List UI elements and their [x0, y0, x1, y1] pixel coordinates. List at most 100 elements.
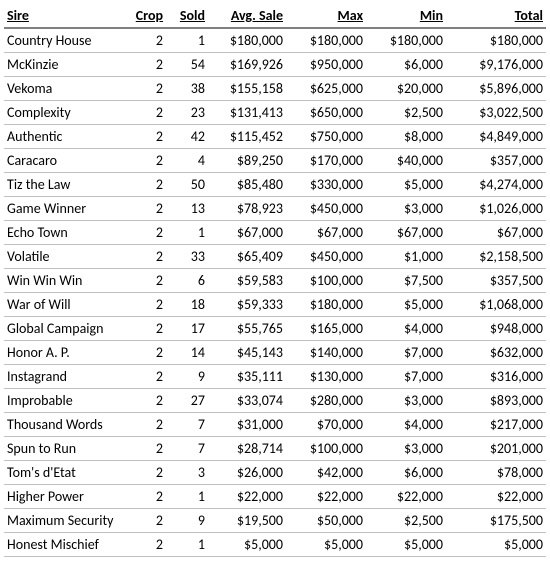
cell-value: $625,000	[286, 77, 366, 101]
cell-value: $2,158,500	[446, 245, 546, 269]
cell-value: 2	[124, 173, 166, 197]
cell-value: $948,000	[446, 317, 546, 341]
cell-value: 2	[124, 437, 166, 461]
col-max: Max	[286, 4, 366, 28]
cell-value: $450,000	[286, 245, 366, 269]
cell-value: $4,274,000	[446, 173, 546, 197]
cell-sire: Improbable	[4, 389, 124, 413]
cell-value: $85,480	[208, 173, 286, 197]
cell-value: 1	[166, 221, 208, 245]
cell-value: $5,000	[286, 533, 366, 557]
cell-value: 1	[166, 533, 208, 557]
cell-sire: Volatile	[4, 245, 124, 269]
cell-value: 2	[124, 149, 166, 173]
cell-value: $42,000	[286, 461, 366, 485]
cell-value: $78,923	[208, 197, 286, 221]
cell-value: $632,000	[446, 341, 546, 365]
cell-value: $67,000	[446, 221, 546, 245]
cell-value: $59,583	[208, 269, 286, 293]
table-row: Honor A. P.214$45,143$140,000$7,000$632,…	[4, 341, 546, 365]
cell-value: $26,000	[208, 461, 286, 485]
cell-value: $650,000	[286, 101, 366, 125]
cell-value: $155,158	[208, 77, 286, 101]
cell-value: 50	[166, 173, 208, 197]
table-row: Win Win Win26$59,583$100,000$7,500$357,5…	[4, 269, 546, 293]
cell-value: $35,111	[208, 365, 286, 389]
table-row: Spun to Run27$28,714$100,000$3,000$201,0…	[4, 437, 546, 461]
cell-value: 23	[166, 101, 208, 125]
cell-value: $950,000	[286, 53, 366, 77]
cell-sire: Authentic	[4, 125, 124, 149]
cell-value: 3	[166, 461, 208, 485]
cell-value: $67,000	[366, 221, 446, 245]
cell-value: $201,000	[446, 437, 546, 461]
cell-value: $4,849,000	[446, 125, 546, 149]
cell-value: $357,000	[446, 149, 546, 173]
table-row: Game Winner213$78,923$450,000$3,000$1,02…	[4, 197, 546, 221]
cell-value: $5,000	[366, 533, 446, 557]
cell-sire: Country House	[4, 28, 124, 53]
cell-value: 2	[124, 533, 166, 557]
cell-value: $140,000	[286, 341, 366, 365]
table-row: Authentic242$115,452$750,000$8,000$4,849…	[4, 125, 546, 149]
cell-value: $1,026,000	[446, 197, 546, 221]
cell-value: $50,000	[286, 509, 366, 533]
cell-value: $180,000	[366, 28, 446, 53]
table-header: Sire Crop Sold Avg. Sale Max Min Total	[4, 4, 546, 28]
cell-sire: Maximum Security	[4, 509, 124, 533]
table-row: Volatile233$65,409$450,000$1,000$2,158,5…	[4, 245, 546, 269]
cell-value: 33	[166, 245, 208, 269]
cell-sire: Echo Town	[4, 221, 124, 245]
table-row: Honest Mischief21$5,000$5,000$5,000$5,00…	[4, 533, 546, 557]
cell-value: 27	[166, 389, 208, 413]
cell-value: 2	[124, 245, 166, 269]
table-row: Global Campaign217$55,765$165,000$4,000$…	[4, 317, 546, 341]
cell-value: $59,333	[208, 293, 286, 317]
cell-value: 2	[124, 269, 166, 293]
cell-value: 2	[124, 461, 166, 485]
cell-value: $316,000	[446, 365, 546, 389]
table-row: Echo Town21$67,000$67,000$67,000$67,000	[4, 221, 546, 245]
cell-value: 2	[124, 389, 166, 413]
cell-value: $5,000	[446, 533, 546, 557]
cell-value: 18	[166, 293, 208, 317]
cell-sire: Tiz the Law	[4, 173, 124, 197]
table-row: Thousand Words27$31,000$70,000$4,000$217…	[4, 413, 546, 437]
cell-value: 2	[124, 221, 166, 245]
cell-sire: Thousand Words	[4, 413, 124, 437]
table-row: Country House21$180,000$180,000$180,000$…	[4, 28, 546, 53]
cell-value: $5,000	[366, 293, 446, 317]
cell-value: $3,000	[366, 437, 446, 461]
cell-value: $5,000	[366, 173, 446, 197]
cell-value: $67,000	[286, 221, 366, 245]
col-min: Min	[366, 4, 446, 28]
table-row: Tom's d'Etat23$26,000$42,000$6,000$78,00…	[4, 461, 546, 485]
cell-value: 7	[166, 413, 208, 437]
cell-value: $19,500	[208, 509, 286, 533]
cell-value: $65,409	[208, 245, 286, 269]
cell-sire: Game Winner	[4, 197, 124, 221]
cell-sire: Caracaro	[4, 149, 124, 173]
cell-sire: Win Win Win	[4, 269, 124, 293]
cell-value: 2	[124, 53, 166, 77]
cell-value: $175,500	[446, 509, 546, 533]
cell-value: 2	[124, 509, 166, 533]
table-row: Tiz the Law250$85,480$330,000$5,000$4,27…	[4, 173, 546, 197]
cell-value: $4,000	[366, 317, 446, 341]
cell-sire: Instagrand	[4, 365, 124, 389]
cell-value: $40,000	[366, 149, 446, 173]
cell-value: $3,000	[366, 389, 446, 413]
cell-value: $100,000	[286, 437, 366, 461]
cell-value: $67,000	[208, 221, 286, 245]
col-crop: Crop	[124, 4, 166, 28]
cell-value: 2	[124, 77, 166, 101]
table-row: Improbable227$33,074$280,000$3,000$893,0…	[4, 389, 546, 413]
cell-value: $280,000	[286, 389, 366, 413]
cell-value: 17	[166, 317, 208, 341]
cell-value: $130,000	[286, 365, 366, 389]
cell-sire: Honor A. P.	[4, 341, 124, 365]
cell-value: $1,000	[366, 245, 446, 269]
cell-value: $180,000	[208, 28, 286, 53]
cell-value: 2	[124, 365, 166, 389]
col-avg: Avg. Sale	[208, 4, 286, 28]
